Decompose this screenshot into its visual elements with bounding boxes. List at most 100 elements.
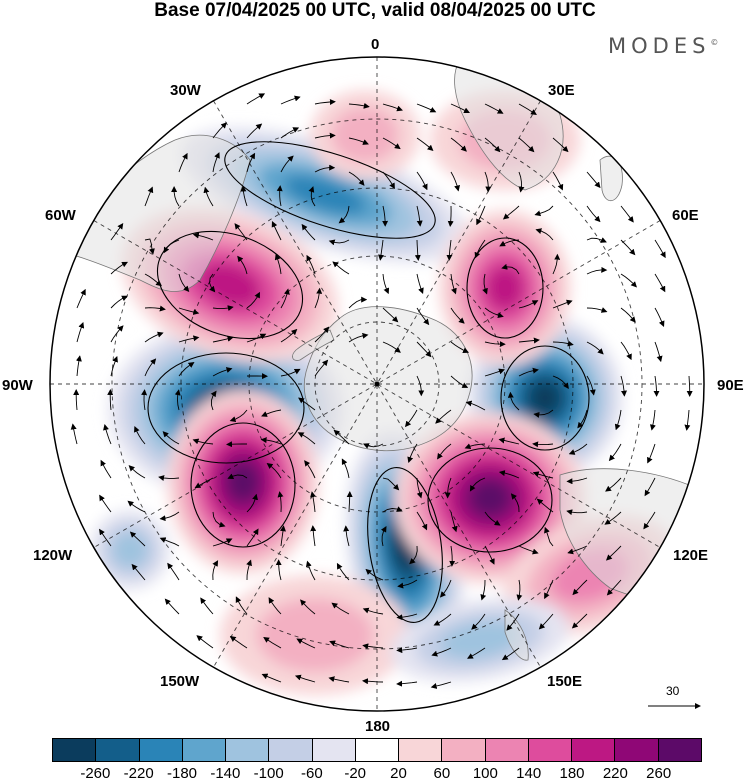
lon-label-180: 180: [365, 718, 391, 735]
wind-vector-arrow: [606, 579, 622, 596]
wind-vector-arrow: [134, 425, 146, 445]
anomaly-australia-positive: [469, 479, 511, 517]
wind-vector-arrow: [275, 559, 282, 581]
wind-vector-arrow: [586, 341, 604, 355]
wind-vector-arrow: [210, 390, 217, 411]
wind-vector-arrow: [212, 335, 234, 343]
wind-vector-arrow: [171, 186, 180, 207]
wind-vector-arrow: [110, 295, 128, 309]
wind-vector-arrow: [229, 409, 248, 423]
wind-vector-arrow: [501, 647, 520, 661]
colorbar-swatch: [95, 739, 139, 761]
wind-vector-arrow: [484, 368, 505, 377]
wind-vector-arrow: [294, 674, 316, 683]
colorbar-swatch: [354, 739, 399, 761]
map-border: [49, 56, 705, 712]
wind-vector-arrow: [261, 673, 282, 683]
wind-vector-arrow: [178, 307, 200, 315]
wind-vector-arrow: [280, 155, 294, 173]
wind-vector-arrow: [498, 437, 520, 445]
wind-vector-arrow: [141, 389, 148, 411]
wind-vector-arrow: [567, 545, 588, 555]
wind-vector-arrow: [212, 511, 226, 528]
wind-vector-arrow: [654, 341, 663, 363]
wind-vector-arrow: [510, 493, 520, 513]
colorbar: [52, 738, 702, 762]
colorbar-tick-label: -220: [123, 765, 154, 782]
wind-vector-arrow: [450, 103, 470, 113]
wind-vector-arrow: [380, 526, 387, 547]
wind-vector-arrow: [301, 223, 316, 241]
wind-vector-arrow: [464, 443, 486, 450]
wind-vector-arrow: [450, 375, 469, 388]
wind-vector-arrow: [261, 409, 282, 417]
wind-vector-arrow: [306, 254, 316, 275]
wind-vector-arrow: [158, 475, 180, 481]
wind-vector-arrow: [162, 431, 180, 445]
wind-vector-arrow: [362, 607, 384, 615]
wind-vector-arrow: [297, 432, 316, 445]
wind-vector-arrow: [234, 223, 248, 241]
wind-vector-arrow: [209, 273, 216, 293]
wind-vector-arrow: [378, 239, 384, 261]
wind-vector-arrow: [416, 137, 434, 151]
wind-vector-arrow: [280, 288, 290, 309]
wind-vector-arrow: [332, 261, 350, 275]
wind-vector-arrow: [159, 511, 180, 522]
wind-vector-arrow: [465, 400, 486, 411]
wind-vector-arrow: [240, 185, 248, 207]
wind-vector-arrow: [70, 423, 78, 445]
wind-vector-arrow: [246, 93, 266, 105]
colorbar-swatch: [527, 739, 572, 761]
wind-vector-arrow: [484, 103, 504, 114]
wind-vector-arrow: [552, 299, 573, 309]
wind-vector-arrow: [246, 559, 252, 581]
wind-vector-arrow: [107, 389, 114, 411]
wind-vector-arrow: [605, 477, 622, 492]
anomaly-ross-east-negative: [440, 621, 520, 659]
wind-vector-arrow: [566, 477, 588, 485]
wind-vector-arrow: [348, 171, 365, 186]
wind-vector-arrow: [620, 341, 632, 361]
wind-vector-arrow: [329, 640, 350, 649]
wind-vector-arrow: [534, 205, 554, 217]
lon-label-150e: 150E: [547, 673, 583, 690]
wind-vector-arrow: [212, 560, 219, 581]
colorbar-swatch: [225, 739, 269, 761]
colorbar-tick-label: -140: [210, 765, 241, 782]
wind-vector-arrow: [552, 253, 561, 275]
wind-vector-arrow: [382, 137, 401, 150]
wind-vector-arrow: [227, 473, 248, 479]
graticule: [50, 57, 704, 711]
brand-mark: ©: [710, 38, 719, 47]
new-zealand-land: [504, 609, 529, 661]
wind-vector-arrow: [346, 491, 353, 513]
anomaly-pacific-positive: [227, 462, 259, 502]
anomaly-shading: [90, 90, 677, 695]
wind-vector-arrow: [382, 205, 389, 227]
colorbar-swatch: [484, 739, 528, 761]
wind-vector-arrow: [430, 681, 452, 689]
wind-vector-arrow: [336, 562, 350, 581]
wind-vector-arrow: [194, 477, 214, 489]
wind-vector-arrow: [447, 205, 454, 227]
wind-vector-arrow: [212, 538, 233, 547]
wind-vector-arrow: [605, 545, 622, 561]
contour-lines: [147, 141, 590, 623]
wind-vector-arrow: [277, 491, 284, 513]
wind-vector-arrow: [99, 494, 112, 513]
wind-vector-arrow: [502, 205, 520, 220]
wind-vector-arrow: [644, 477, 656, 497]
wind-vector-arrow: [178, 335, 200, 343]
wind-vector-arrow: [416, 511, 428, 531]
wind-vector-arrow: [75, 355, 82, 377]
wind-vector-arrow: [246, 291, 260, 309]
wind-vector-arrow: [647, 443, 656, 464]
wind-vector-arrow: [449, 545, 456, 567]
wind-vector-arrow: [416, 375, 425, 397]
wind-vector-arrow: [99, 528, 112, 547]
wind-vector-arrow: [131, 563, 146, 581]
lon-label-150w: 150W: [160, 673, 200, 690]
wind-vector-arrow: [235, 596, 248, 615]
colorbar-tick-label: 180: [559, 765, 585, 782]
